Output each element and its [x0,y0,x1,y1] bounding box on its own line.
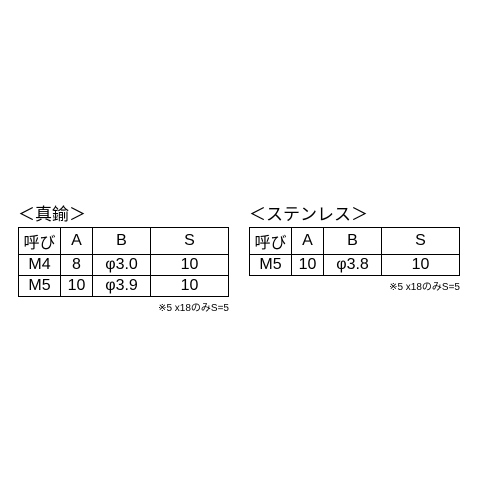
cell-name: M4 [19,255,61,276]
table-header-row: 呼び A B S [19,228,229,255]
cell-s: 10 [151,276,229,297]
cell-s: 10 [151,255,229,276]
stainless-table-block: ＜ステンレス＞ 呼び A B S M5 10 φ3.8 10 ※5 x18のみS… [249,200,460,314]
cell-b: φ3.8 [324,255,382,276]
col-header-s: S [382,228,460,255]
table-row: M4 8 φ3.0 10 [19,255,229,276]
col-header-s: S [151,228,229,255]
col-header-a: A [61,228,93,255]
brass-table-block: ＜真鍮＞ 呼び A B S M4 8 φ3.0 10 M5 [18,200,229,314]
brass-table: 呼び A B S M4 8 φ3.0 10 M5 10 φ3.9 10 [18,227,229,297]
stainless-footnote: ※5 x18のみS=5 [249,278,460,293]
cell-a: 10 [61,276,93,297]
cell-name: M5 [19,276,61,297]
brass-table-title: ＜真鍮＞ [18,200,229,225]
cell-a: 8 [61,255,93,276]
table-row: M5 10 φ3.9 10 [19,276,229,297]
cell-b: φ3.0 [93,255,151,276]
table-row: M5 10 φ3.8 10 [250,255,460,276]
col-header-name: 呼び [19,228,61,255]
table-header-row: 呼び A B S [250,228,460,255]
cell-a: 10 [292,255,324,276]
stainless-table: 呼び A B S M5 10 φ3.8 10 [249,227,460,276]
cell-name: M5 [250,255,292,276]
col-header-a: A [292,228,324,255]
col-header-name: 呼び [250,228,292,255]
stainless-table-title: ＜ステンレス＞ [249,200,460,225]
col-header-b: B [93,228,151,255]
cell-s: 10 [382,255,460,276]
brass-footnote: ※5 x18のみS=5 [18,299,229,314]
col-header-b: B [324,228,382,255]
cell-b: φ3.9 [93,276,151,297]
